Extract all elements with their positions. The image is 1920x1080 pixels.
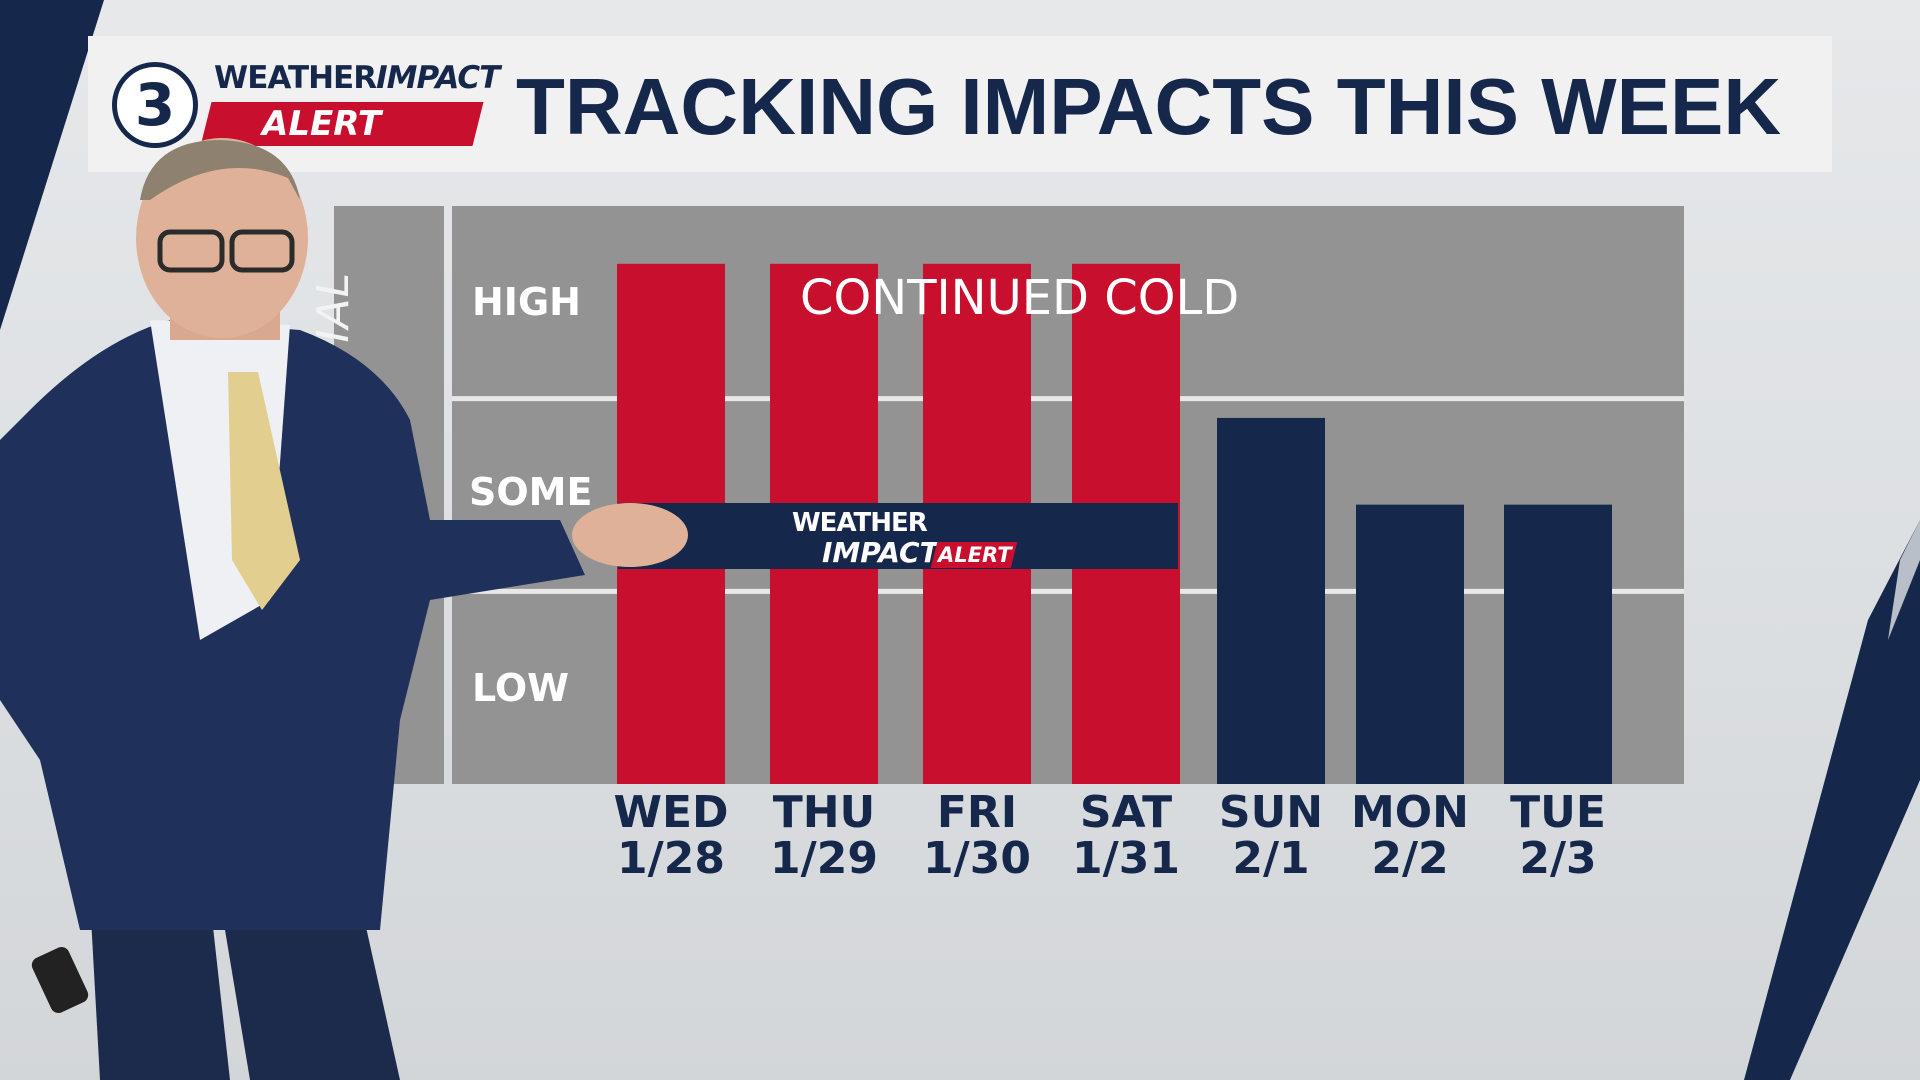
presenter-hair: [140, 140, 300, 200]
presenter-glasses-left: [157, 229, 225, 273]
banner-weather-text: WEATHER: [792, 508, 928, 538]
presenter-left-leg: [90, 900, 230, 1080]
bar-tue: [1504, 504, 1612, 784]
brand-weather-impact: WEATHERIMPACT: [214, 60, 504, 100]
alert-banner: [618, 503, 1178, 569]
x-tick-day: WED: [613, 787, 729, 838]
x-tick-date: 1/28: [617, 833, 725, 884]
brand-alert-text: ALERT: [262, 104, 382, 144]
banner-alert-text: ALERT: [938, 543, 1012, 567]
right-white-stripe: [1888, 520, 1920, 640]
x-tick-label-sat: SAT 1/31: [1041, 790, 1211, 882]
x-tick-date: 2/1: [1232, 833, 1310, 884]
annotation-continued-cold: CONTINUED COLD: [800, 270, 1240, 326]
x-tick-label-wed: WED 1/28: [586, 790, 756, 882]
x-tick-date: 1/31: [1072, 833, 1180, 884]
presenter-clicker: [31, 946, 89, 1014]
x-tick-date: 1/29: [770, 833, 878, 884]
presenter-glasses-right: [229, 229, 295, 273]
x-tick-label-thu: THU 1/29: [739, 790, 909, 882]
station-number: 3: [134, 71, 176, 139]
brand-weather-text: WEATHER: [214, 60, 377, 96]
presenter-jacket: [0, 320, 585, 930]
x-tick-date: 1/30: [923, 833, 1031, 884]
presenter-hand: [572, 503, 688, 567]
x-tick-day: THU: [772, 787, 876, 838]
banner-impact-text: IMPACT: [822, 536, 939, 569]
brand-impact-text: IMPACT: [376, 60, 500, 96]
level-label-low: LOW: [472, 666, 570, 710]
x-tick-date: 2/2: [1371, 833, 1449, 884]
x-tick-label-sun: SUN 2/1: [1186, 790, 1356, 882]
x-tick-day: SAT: [1079, 787, 1173, 838]
x-tick-date: 2/3: [1519, 833, 1597, 884]
level-label-some: SOME: [469, 470, 593, 514]
presenter-right-leg: [220, 900, 400, 1080]
x-tick-day: MON: [1350, 787, 1469, 838]
bar-sun: [1217, 417, 1325, 784]
presenter-tie: [228, 372, 300, 610]
x-tick-label-fri: FRI 1/30: [892, 790, 1062, 882]
x-tick-label-tue: TUE 2/3: [1473, 790, 1643, 882]
x-tick-label-mon: MON 2/2: [1325, 790, 1495, 882]
right-navy-stripe: [1744, 520, 1920, 1080]
level-label-high: HIGH: [472, 280, 581, 324]
left-navy-stripe: [0, 0, 104, 330]
page-title: TRACKING IMPACTS THIS WEEK: [516, 62, 1782, 151]
station-logo: 3: [112, 62, 198, 148]
x-tick-day: SUN: [1218, 787, 1324, 838]
x-tick-day: FRI: [936, 787, 1018, 838]
bar-mon: [1356, 504, 1464, 784]
x-tick-day: TUE: [1510, 787, 1606, 838]
